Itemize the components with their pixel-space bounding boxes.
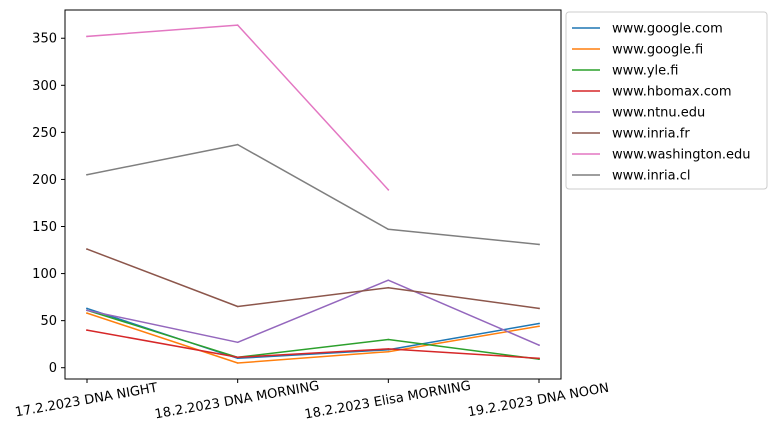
series-layer [86, 24, 540, 364]
legend-label: www.yle.fi [612, 64, 678, 79]
y-tick-label: 100 [32, 267, 57, 282]
y-tick-label: 0 [49, 361, 57, 376]
data-point [538, 344, 540, 346]
y-axis: 0 50 100 150 200 250 300 350 [32, 32, 65, 376]
data-point [86, 173, 88, 176]
y-tick-label: 200 [32, 173, 57, 188]
legend-label: www.inria.fr [612, 127, 690, 142]
data-point [236, 341, 239, 344]
data-point [236, 24, 239, 26]
data-point [86, 35, 88, 38]
data-point [236, 356, 239, 359]
data-point [538, 325, 540, 328]
data-point [86, 248, 88, 250]
legend-label: www.google.fi [612, 43, 703, 58]
data-point [86, 307, 88, 310]
y-tick-label: 300 [32, 79, 57, 94]
data-point [387, 338, 390, 341]
legend-label: www.hbomax.com [612, 85, 732, 100]
series-line-4 [86, 329, 540, 360]
x-tick-label: 18.2.2023 DNA MORNING [154, 379, 321, 423]
series-line-8 [86, 143, 540, 246]
series-line-2 [86, 312, 540, 364]
data-point [86, 309, 88, 312]
data-point [387, 279, 390, 282]
y-tick-label: 350 [32, 32, 57, 47]
data-point [538, 243, 540, 246]
data-point [538, 322, 540, 325]
plot-area-frame [64, 9, 562, 380]
series-line-6 [86, 248, 540, 310]
legend-label: www.ntnu.edu [612, 106, 705, 121]
legend: www.google.com www.google.fi www.yle.fi www… [565, 11, 768, 190]
series-line-5 [86, 279, 540, 347]
data-point [387, 350, 390, 353]
data-point [236, 143, 239, 146]
data-point [538, 357, 540, 360]
x-tick-label: 17.2.2023 DNA NIGHT [14, 381, 159, 421]
data-point [86, 312, 88, 314]
data-point [236, 305, 239, 308]
legend-label: www.google.com [612, 22, 723, 37]
data-point [387, 228, 390, 231]
legend-frame [565, 11, 768, 190]
x-tick-label: 19.2.2023 DNA NOON [467, 381, 610, 421]
data-point [387, 286, 390, 289]
legend-label: www.washington.edu [612, 148, 750, 163]
x-tick-label: 18.2.2023 Elisa MORNING [303, 379, 471, 423]
y-tick-label: 250 [32, 126, 57, 141]
y-tick-label: 50 [40, 314, 57, 329]
data-point [236, 362, 239, 364]
series-line-3 [86, 309, 540, 361]
data-point [387, 189, 390, 191]
data-point [538, 307, 540, 310]
data-point [387, 348, 390, 350]
y-tick-label: 150 [32, 220, 57, 235]
data-point [86, 329, 88, 331]
legend-label: www.inria.cl [612, 169, 691, 184]
